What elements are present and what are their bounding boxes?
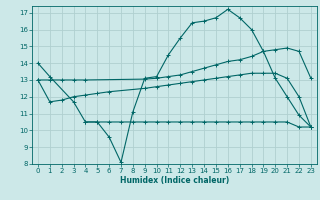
X-axis label: Humidex (Indice chaleur): Humidex (Indice chaleur) [120,176,229,185]
